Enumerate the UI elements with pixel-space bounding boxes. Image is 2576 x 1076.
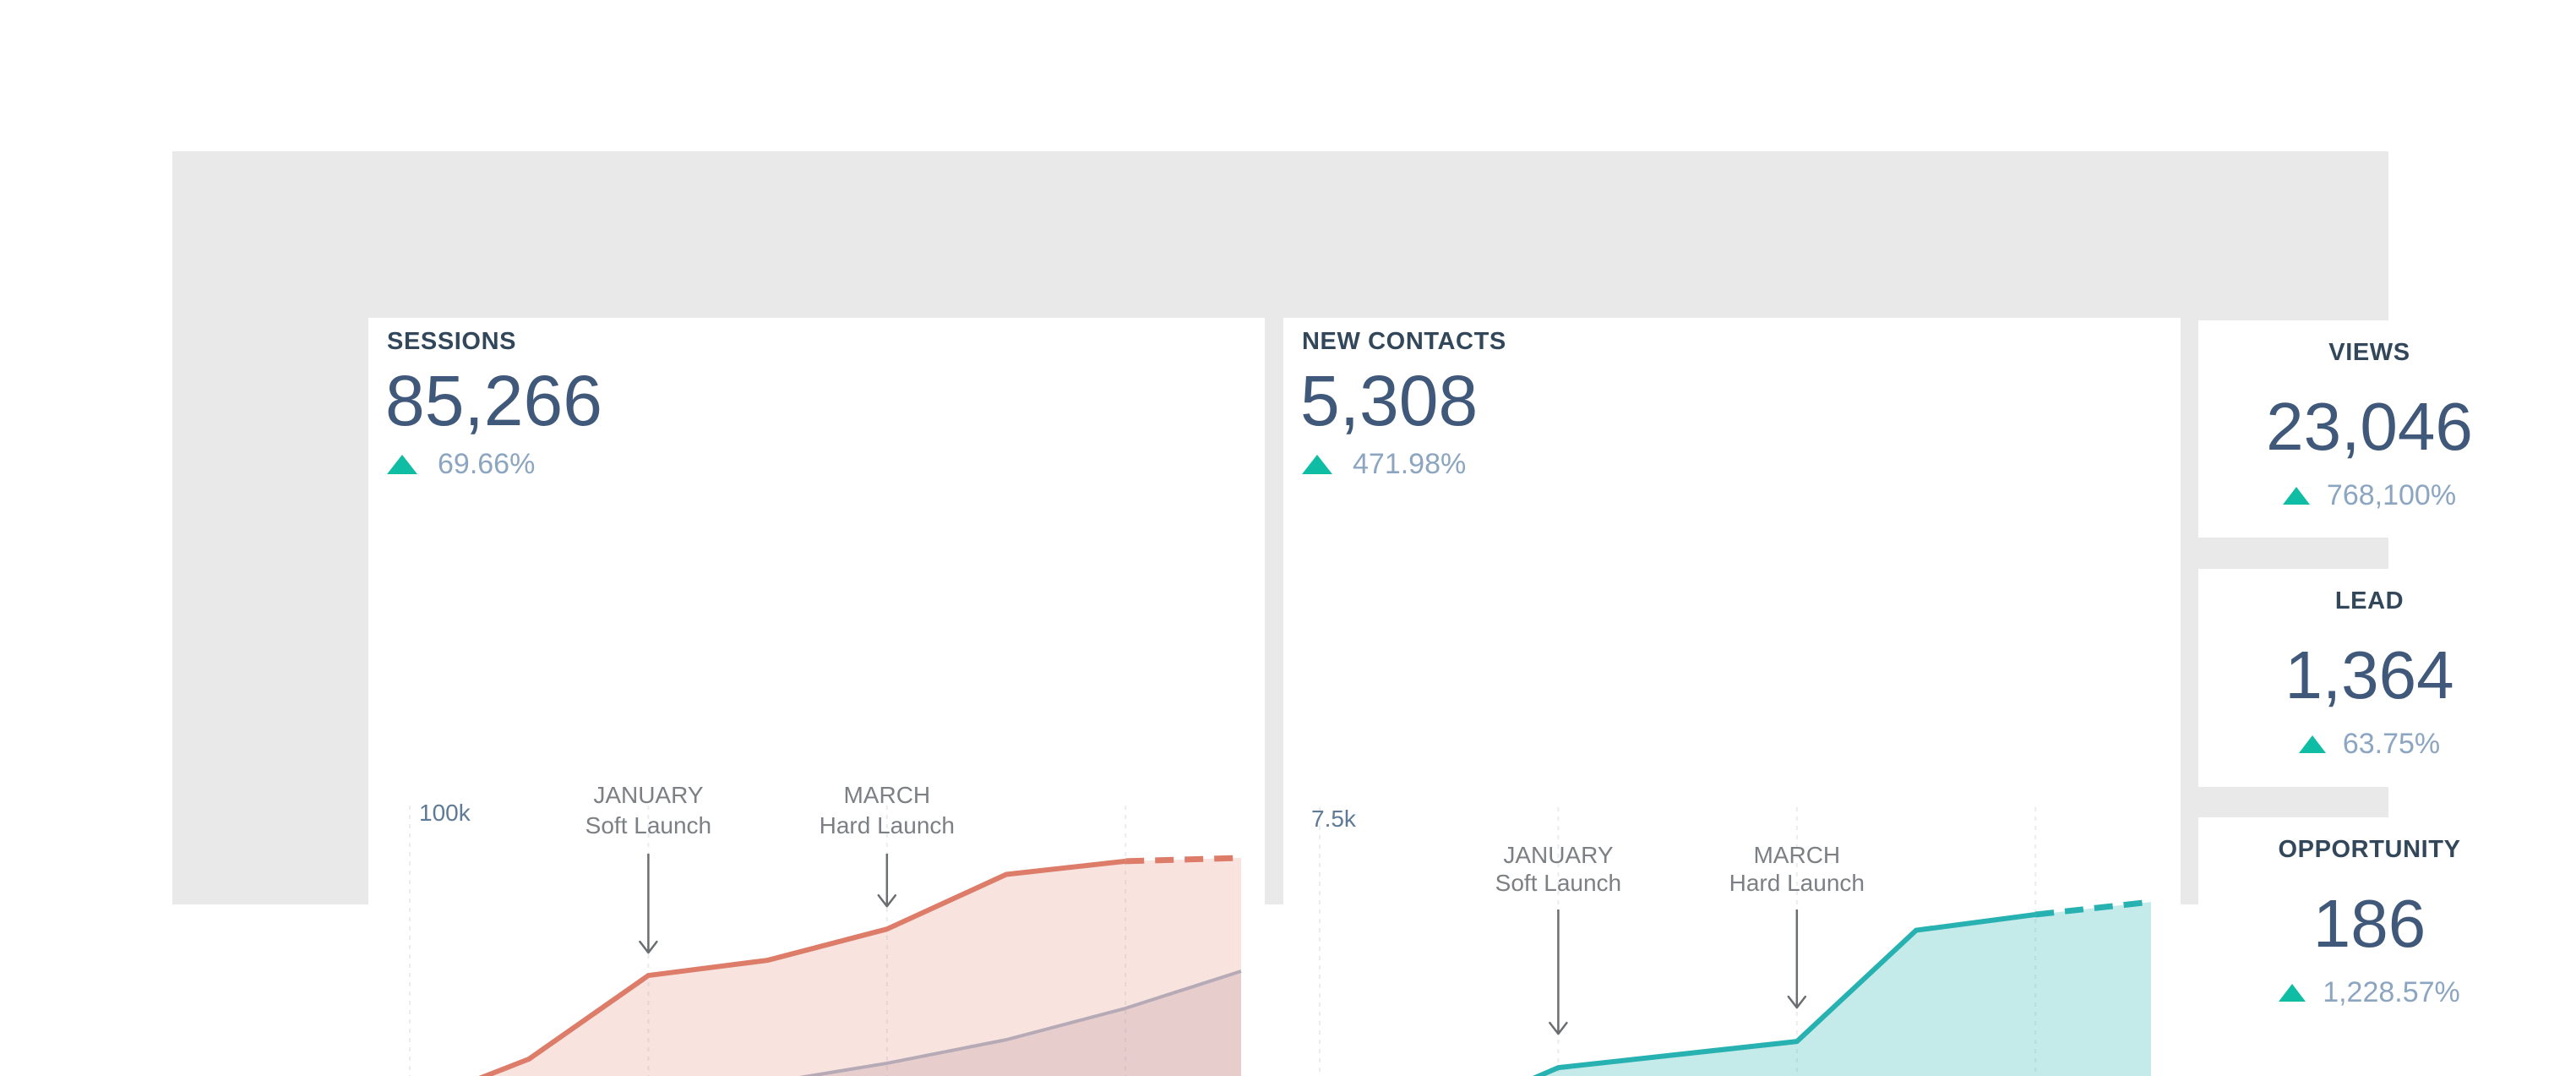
views-delta-value: 768,100% <box>2326 479 2457 511</box>
new-contacts-card[interactable]: NEW CONTACTS 5,308 471.98% JANUARY Soft L… <box>1283 318 2181 1076</box>
increase-triangle-icon <box>2298 735 2326 753</box>
views-delta-badge: 768,100% <box>2198 481 2541 510</box>
svg-text:MARCH: MARCH <box>843 782 930 808</box>
lead-delta-badge: 63.75% <box>2198 729 2541 758</box>
svg-text:7.5k: 7.5k <box>1311 806 1357 832</box>
sessions-delta-value: 69.66% <box>438 448 536 480</box>
views-metric-value: 23,046 <box>2266 389 2473 464</box>
opportunity-delta-value: 1,228.57% <box>2323 976 2460 1008</box>
dashboard-panel: SESSIONS 85,266 69.66% JANUARY Soft Launc… <box>172 151 2541 1076</box>
opportunity-metric-value: 186 <box>2312 886 2426 961</box>
new-contacts-metric-value: 5,308 <box>1300 361 1479 440</box>
sessions-card[interactable]: SESSIONS 85,266 69.66% JANUARY Soft Launc… <box>368 318 1265 1076</box>
svg-text:Hard Launch: Hard Launch <box>820 812 955 838</box>
opportunity-delta-badge: 1,228.57% <box>2198 978 2541 1007</box>
lead-card[interactable]: LEAD 1,364 63.75% <box>2198 569 2541 787</box>
views-card[interactable]: VIEWS 23,046 768,100% <box>2198 320 2541 538</box>
sessions-metric-value: 85,266 <box>385 361 602 440</box>
increase-triangle-icon <box>387 454 417 474</box>
new-contacts-card-title: NEW CONTACTS <box>1302 328 1506 355</box>
views-card-title: VIEWS <box>2328 339 2410 366</box>
opportunity-card[interactable]: OPPORTUNITY 186 1,228.57% <box>2198 817 2541 1041</box>
svg-text:MARCH: MARCH <box>1753 842 1840 868</box>
svg-text:JANUARY: JANUARY <box>593 782 704 808</box>
svg-text:JANUARY: JANUARY <box>1503 842 1614 868</box>
sessions-card-title: SESSIONS <box>387 328 517 355</box>
lead-card-title: LEAD <box>2334 587 2404 614</box>
svg-text:Hard Launch: Hard Launch <box>1729 870 1865 896</box>
sessions-delta-badge: 69.66% <box>387 450 535 478</box>
svg-text:100k: 100k <box>419 800 471 826</box>
increase-triangle-icon <box>2279 983 2306 1002</box>
new-contacts-delta-badge: 471.98% <box>1302 450 1466 478</box>
svg-text:Soft Launch: Soft Launch <box>585 812 711 838</box>
opportunity-card-title: OPPORTUNITY <box>2278 836 2461 863</box>
lead-metric-value: 1,364 <box>2285 637 2454 713</box>
lead-delta-value: 63.75% <box>2342 728 2441 760</box>
increase-triangle-icon <box>2282 486 2310 505</box>
increase-triangle-icon <box>1302 454 1332 474</box>
new-contacts-delta-value: 471.98% <box>1353 448 1467 480</box>
svg-text:Soft Launch: Soft Launch <box>1495 870 1621 896</box>
